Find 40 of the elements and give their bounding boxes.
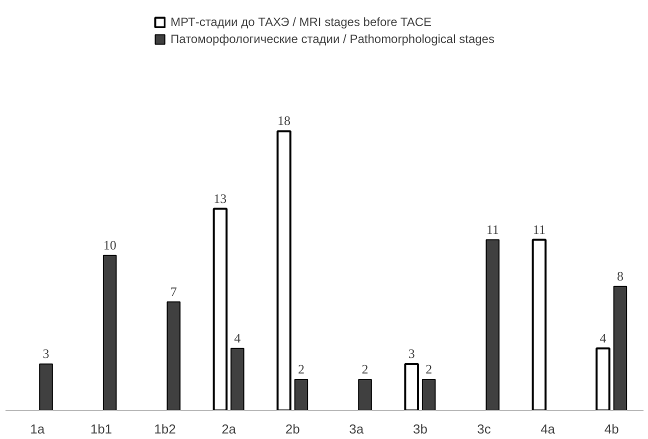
x-tick-label: 1b1 xyxy=(90,422,112,436)
x-tick-label: 4a xyxy=(540,422,556,436)
data-label: 4 xyxy=(234,330,242,346)
data-label: 3 xyxy=(42,346,50,361)
legend-label: Патоморфологические стадии / Pathomorphological stages xyxy=(170,32,494,46)
legend-label: МРТ-стадии до ТАХЭ / MRI stages before TACE xyxy=(170,15,432,29)
bar xyxy=(532,238,547,410)
bar xyxy=(230,348,244,410)
x-tick-label: 2b xyxy=(285,422,300,436)
data-label: 11 xyxy=(486,222,499,237)
bar xyxy=(212,208,228,410)
bar xyxy=(596,347,610,410)
bar xyxy=(39,363,53,410)
data-label: 8 xyxy=(616,268,624,284)
x-tick-label: 3b xyxy=(412,422,428,436)
bar xyxy=(102,254,117,410)
data-label: 2 xyxy=(298,361,304,376)
x-tick-label: 1b2 xyxy=(154,422,176,436)
data-label: 7 xyxy=(170,284,178,299)
data-label: 18 xyxy=(277,113,290,128)
bar xyxy=(486,239,500,410)
data-label: 11 xyxy=(532,222,546,237)
bar xyxy=(276,130,292,410)
bar xyxy=(294,378,308,410)
x-tick-label: 1a xyxy=(30,422,46,436)
x-tick-label: 4b xyxy=(604,422,619,436)
data-label: 2 xyxy=(362,361,368,376)
data-label: 2 xyxy=(426,361,432,376)
x-tick-label: 3a xyxy=(349,422,364,436)
data-label: 10 xyxy=(103,237,116,252)
bar xyxy=(613,286,628,410)
x-tick-label: 3c xyxy=(477,422,492,436)
data-label: 4 xyxy=(600,330,607,346)
bar xyxy=(422,378,436,410)
data-label: 3 xyxy=(408,346,415,361)
bar xyxy=(358,378,372,410)
bar xyxy=(404,362,419,410)
x-tick-label: 2a xyxy=(222,422,237,436)
data-label: 13 xyxy=(214,190,227,206)
bar xyxy=(166,301,180,410)
